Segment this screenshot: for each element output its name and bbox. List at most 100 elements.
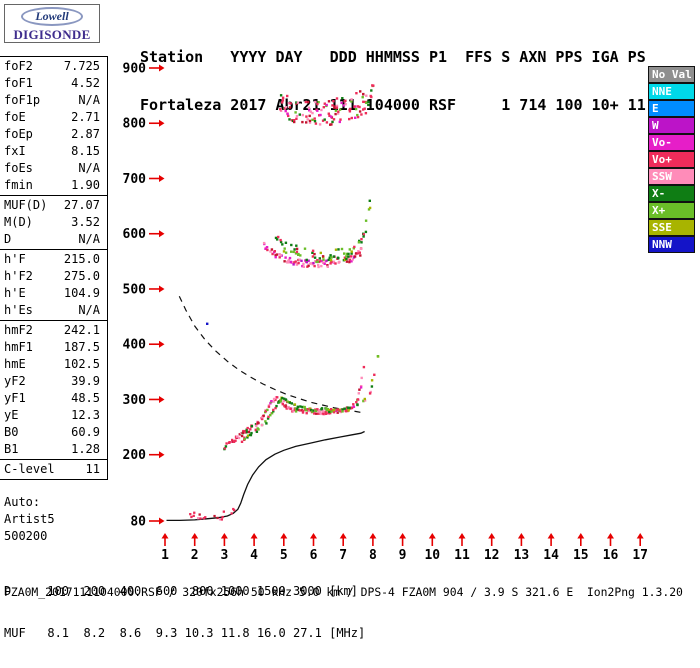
parameter-groups: foF2 7.725 foF1 4.52 foF1p N/A foE 2.71 foEp 2.87…: [0, 56, 108, 480]
y-tick-label: 900: [123, 62, 147, 77]
legend-item-sse: SSE: [648, 219, 695, 236]
param-value: N/A: [78, 232, 100, 246]
param-label: hmE: [4, 357, 26, 371]
param-label: B0: [4, 425, 19, 439]
param-label: foEp: [4, 127, 33, 141]
param-label: foF1: [4, 76, 33, 90]
param-row-he: h'E 104.9: [0, 285, 107, 302]
param-label: D: [4, 232, 12, 246]
param-value: 7.725: [63, 59, 100, 73]
param-value: 1.90: [71, 178, 100, 192]
param-row-b1: B1 1.28: [0, 441, 107, 458]
param-label: foF1p: [4, 93, 41, 107]
x-axis: 1 2 3 4 5 6 7 8 9 10 11 12 13 14 15 16 17: [161, 533, 648, 563]
param-row-b0: B0 60.9: [0, 424, 107, 441]
param-value: 242.1: [63, 323, 100, 337]
digisonde-ionogram-screen: Lowell DIGISONDE Station YYYY DAY DDD HH…: [0, 4, 695, 640]
x-tick-label: 7: [339, 548, 347, 563]
legend: No Val NNE E W Vo- Vo+ SSW X- X+ SSE NNW: [648, 66, 695, 253]
param-label: h'E: [4, 286, 26, 300]
param-row-d: D N/A: [0, 231, 107, 248]
param-label: h'F: [4, 252, 26, 266]
y-tick-label: 500: [123, 283, 147, 298]
logo-digisonde-text: DIGISONDE: [13, 27, 91, 42]
param-row-hf: h'F 215.0: [0, 251, 107, 268]
param-label: fmin: [4, 178, 33, 192]
legend-item-no-val: No Val: [648, 66, 695, 83]
muf-row: MUF 8.1 8.2 8.6 9.3 10.3 11.8 16.0 27.1 …: [4, 626, 366, 640]
legend-item-w: W: [648, 117, 695, 134]
x-tick-label: 1: [161, 548, 169, 563]
param-row-fmin: fmin 1.90: [0, 177, 107, 194]
x-tick-label: 3: [220, 548, 228, 563]
param-label: yF2: [4, 374, 26, 388]
param-row-fxi: fxI 8.15: [0, 143, 107, 160]
y-tick-label: 700: [123, 172, 147, 187]
param-row-md: M(D) 3.52: [0, 214, 107, 231]
legend-item-e: E: [648, 100, 695, 117]
param-row-mufd: MUF(D) 27.07: [0, 197, 107, 214]
param-footer-line: 500200: [4, 529, 48, 543]
x-tick-label: 14: [543, 548, 559, 563]
x-tick-label: 6: [310, 548, 318, 563]
y-tick-label: 200: [123, 448, 147, 463]
parameter-panel: foF2 7.725 foF1 4.52 foF1p N/A foE 2.71 foEp 2.87…: [0, 56, 108, 545]
param-label: foEs: [4, 161, 33, 175]
x-tick-label: 11: [454, 548, 470, 563]
param-label: B1: [4, 442, 19, 456]
transmission-curve-dashed: [178, 295, 363, 414]
param-label: MUF(D): [4, 198, 48, 212]
param-label: C-level: [4, 462, 55, 476]
param-row-foe: foE 2.71: [0, 109, 107, 126]
param-group-1: foF2 7.725 foF1 4.52 foF1p N/A foE 2.71 foEp 2.87…: [0, 57, 107, 195]
param-label: yE: [4, 408, 19, 422]
param-value: 275.0: [63, 269, 100, 283]
legend-item-nne: NNE: [648, 83, 695, 100]
x-tick-label: 15: [573, 548, 589, 563]
logo-lowell-text: Lowell: [35, 9, 69, 23]
distance-muf-table: D 100 200 400 600 800 1000 1500 3000 [km…: [4, 556, 365, 668]
x-tick-label: 8: [369, 548, 377, 563]
param-value: 60.9: [71, 425, 100, 439]
param-value: 39.9: [71, 374, 100, 388]
profile-curves: [166, 295, 365, 522]
legend-item-x+: X+: [648, 202, 695, 219]
param-group-5: C-level 11: [0, 459, 107, 479]
param-value: 4.52: [71, 76, 100, 90]
status-line: FZA0M_2017111104000.RSF / 320fx256h 50 k…: [4, 585, 683, 599]
param-row-ye: yE 12.3: [0, 407, 107, 424]
param-group-2: MUF(D) 27.07 M(D) 3.52 D N/A: [0, 195, 107, 249]
param-value: N/A: [78, 303, 100, 317]
param-row-yf1: yF1 48.5: [0, 390, 107, 407]
param-row-hes: h'Es N/A: [0, 302, 107, 319]
param-row-hmf1: hmF1 187.5: [0, 339, 107, 356]
y-axis: 900 800 700 600 500 400 300 200 80: [123, 62, 165, 530]
param-row-hme: hmE 102.5: [0, 356, 107, 373]
param-label: fxI: [4, 144, 26, 158]
param-value: 102.5: [63, 357, 100, 371]
param-value: 3.52: [71, 215, 100, 229]
param-value: 27.07: [63, 198, 100, 212]
param-group-3: h'F 215.0 h'F2 275.0 h'E 104.9 h'Es N/A: [0, 249, 107, 320]
header-line-1: Station YYYY DAY DDD HHMMSS P1 FFS S AXN…: [140, 48, 646, 66]
param-value: 12.3: [71, 408, 100, 422]
y-tick-label: 80: [130, 515, 146, 530]
legend-item-x-: X-: [648, 185, 695, 202]
param-label: foE: [4, 110, 26, 124]
param-row-hf2: h'F2 275.0: [0, 268, 107, 285]
param-label: foF2: [4, 59, 33, 73]
d-row: D 100 200 400 600 800 1000 1500 3000 [km…: [4, 584, 359, 598]
y-tick-label: 300: [123, 393, 147, 408]
param-row-yf2: yF2 39.9: [0, 373, 107, 390]
param-label: h'F2: [4, 269, 33, 283]
legend-item-vo-: Vo-: [648, 134, 695, 151]
param-value: 11: [85, 462, 100, 476]
param-footer: Auto: Artist5 500200: [0, 494, 108, 545]
param-row-foep: foEp 2.87: [0, 126, 107, 143]
true-height-profile-line: [166, 430, 365, 522]
y-tick-label: 400: [123, 338, 147, 353]
param-value: 1.28: [71, 442, 100, 456]
x-tick-label: 10: [424, 548, 440, 563]
param-row-fof2: foF2 7.725: [0, 58, 107, 75]
param-group-4: hmF2 242.1 hmF1 187.5 hmE 102.5 yF2 39.9 yF1 48.5…: [0, 320, 107, 459]
